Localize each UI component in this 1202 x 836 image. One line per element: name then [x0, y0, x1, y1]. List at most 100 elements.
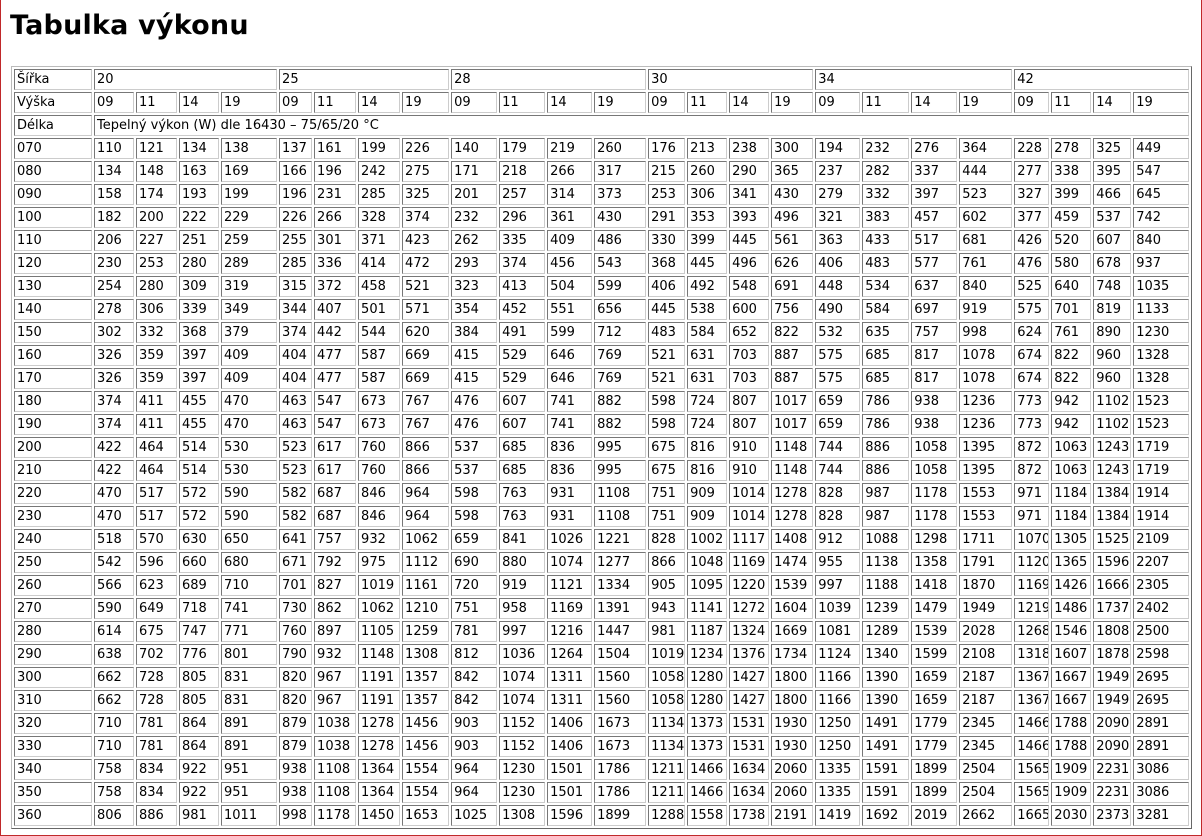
- value-cell: 1427: [729, 690, 770, 711]
- value-cell: 289: [221, 253, 278, 274]
- table-row: 160 326 359 397 409 404 477 587 669 415 529 646 769 5…: [14, 345, 1190, 366]
- value-cell: 669: [402, 345, 450, 366]
- value-cell: 624: [1014, 322, 1050, 343]
- value-cell: 430: [594, 207, 647, 228]
- value-cell: 1376: [729, 644, 770, 665]
- table-subtitle: Tepelný výkon (W) dle 16430 – 75/65/20 °…: [94, 115, 1190, 136]
- value-cell: 1426: [1051, 575, 1092, 596]
- value-cell: 816: [687, 460, 728, 481]
- value-cell: 1063: [1051, 437, 1092, 458]
- value-cell: 1553: [959, 506, 1013, 527]
- value-cell: 1058: [911, 460, 958, 481]
- value-cell: 332: [136, 322, 177, 343]
- value-cell: 213: [687, 138, 728, 159]
- value-cell: 1364: [358, 759, 401, 780]
- value-cell: 685: [499, 460, 546, 481]
- table-row: 210 422 464 514 530 523 617 760 866 537 685 836 995 6…: [14, 460, 1190, 481]
- value-cell: 1259: [402, 621, 450, 642]
- value-cell: 138: [221, 138, 278, 159]
- value-cell: 448: [815, 276, 861, 297]
- value-cell: 960: [1093, 368, 1132, 389]
- value-cell: 483: [648, 322, 686, 343]
- value-cell: 942: [1051, 391, 1092, 412]
- value-cell: 1779: [911, 736, 958, 757]
- length-cell: 220: [14, 483, 92, 504]
- height-header: 09: [451, 92, 498, 113]
- value-cell: 776: [179, 644, 219, 665]
- value-cell: 200: [136, 207, 177, 228]
- value-cell: 828: [815, 506, 861, 527]
- value-cell: 760: [358, 437, 401, 458]
- value-cell: 1788: [1051, 736, 1092, 757]
- height-header: 19: [594, 92, 647, 113]
- value-cell: 659: [815, 391, 861, 412]
- value-cell: 712: [594, 322, 647, 343]
- value-cell: 879: [279, 736, 313, 757]
- value-cell: 1737: [1093, 598, 1132, 619]
- value-cell: 842: [451, 690, 498, 711]
- value-cell: 1667: [1051, 690, 1092, 711]
- value-cell: 201: [451, 184, 498, 205]
- value-cell: 1102: [1093, 414, 1132, 435]
- value-cell: 1289: [862, 621, 910, 642]
- value-cell: 1308: [402, 644, 450, 665]
- value-cell: 445: [687, 253, 728, 274]
- value-cell: 379: [221, 322, 278, 343]
- value-cell: 1220: [729, 575, 770, 596]
- value-cell: 337: [911, 161, 958, 182]
- value-cell: 1335: [815, 759, 861, 780]
- value-cell: 1711: [959, 529, 1013, 550]
- value-cell: 1591: [862, 782, 910, 803]
- value-cell: 548: [729, 276, 770, 297]
- height-header: 11: [1051, 92, 1092, 113]
- table-row: 200 422 464 514 530 523 617 760 866 537 685 836 995 6…: [14, 437, 1190, 458]
- height-header: 11: [499, 92, 546, 113]
- value-cell: 1365: [1051, 552, 1092, 573]
- value-cell: 827: [314, 575, 357, 596]
- value-cell: 338: [1051, 161, 1092, 182]
- value-cell: 1669: [771, 621, 814, 642]
- value-cell: 1340: [862, 644, 910, 665]
- value-cell: 1525: [1093, 529, 1132, 550]
- value-cell: 744: [815, 460, 861, 481]
- value-cell: 1236: [959, 414, 1013, 435]
- value-cell: 584: [687, 322, 728, 343]
- value-cell: 1591: [862, 759, 910, 780]
- value-cell: 302: [94, 322, 134, 343]
- value-cell: 517: [911, 230, 958, 251]
- value-cell: 938: [911, 391, 958, 412]
- value-cell: 1384: [1093, 506, 1132, 527]
- value-cell: 919: [499, 575, 546, 596]
- value-cell: 1280: [687, 667, 728, 688]
- value-cell: 1305: [1051, 529, 1092, 550]
- value-cell: 1166: [815, 667, 861, 688]
- value-cell: 228: [1014, 138, 1050, 159]
- value-cell: 341: [729, 184, 770, 205]
- value-cell: 359: [136, 368, 177, 389]
- value-cell: 1025: [451, 805, 498, 826]
- value-cell: 1324: [729, 621, 770, 642]
- value-cell: 374: [279, 322, 313, 343]
- value-cell: 275: [402, 161, 450, 182]
- value-cell: 758: [94, 759, 134, 780]
- value-cell: 882: [594, 391, 647, 412]
- value-cell: 631: [687, 345, 728, 366]
- value-cell: 1491: [862, 713, 910, 734]
- value-cell: 975: [358, 552, 401, 573]
- value-cell: 747: [179, 621, 219, 642]
- value-cell: 1236: [959, 391, 1013, 412]
- value-cell: 1230: [499, 759, 546, 780]
- length-header-row: Délka Tepelný výkon (W) dle 16430 – 75/6…: [14, 115, 1190, 136]
- value-cell: 864: [179, 713, 219, 734]
- value-cell: 1719: [1133, 460, 1190, 481]
- value-cell: 521: [402, 276, 450, 297]
- value-cell: 701: [1051, 299, 1092, 320]
- value-cell: 326: [94, 345, 134, 366]
- value-cell: 1531: [729, 736, 770, 757]
- value-cell: 1058: [648, 690, 686, 711]
- value-cell: 1808: [1093, 621, 1132, 642]
- value-cell: 1178: [911, 506, 958, 527]
- table-row: 300 662 728 805 831 820 967 1191 1357 842 1074 1311…: [14, 667, 1190, 688]
- value-cell: 496: [729, 253, 770, 274]
- value-cell: 255: [279, 230, 313, 251]
